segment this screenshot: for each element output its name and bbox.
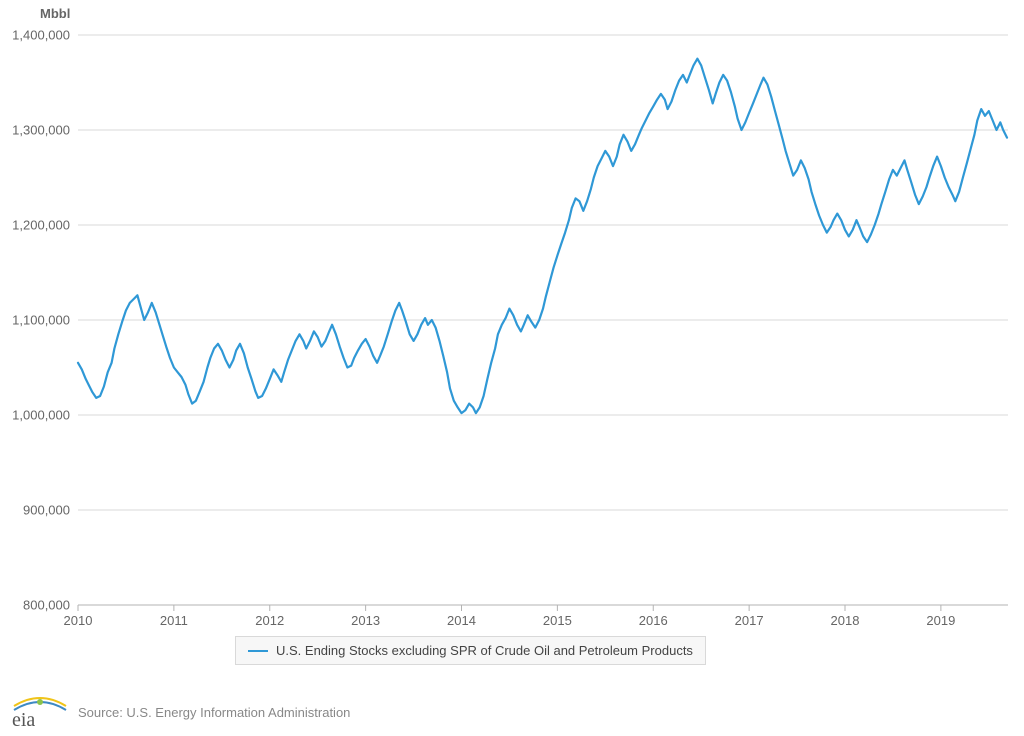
legend-swatch xyxy=(248,650,268,652)
y-tick-label: 900,000 xyxy=(10,503,70,518)
eia-logo: eia xyxy=(12,696,68,728)
x-tick-label: 2014 xyxy=(447,613,476,628)
source-attribution: Source: U.S. Energy Information Administ… xyxy=(78,705,350,720)
x-tick-label: 2012 xyxy=(255,613,284,628)
x-tick-label: 2019 xyxy=(926,613,955,628)
x-tick-label: 2013 xyxy=(351,613,380,628)
line-chart-svg xyxy=(0,0,1024,680)
chart-container: Mbbl 800,000 900,000 1,000,000 1,100,000 1,2… xyxy=(0,0,1024,736)
y-tick-label: 1,300,000 xyxy=(10,123,70,138)
y-tick-label: 1,000,000 xyxy=(10,408,70,423)
x-tick-label: 2011 xyxy=(160,613,188,628)
chart-legend: U.S. Ending Stocks excluding SPR of Crud… xyxy=(235,636,706,665)
y-tick-label: 1,400,000 xyxy=(10,28,70,43)
x-tick-label: 2018 xyxy=(831,613,860,628)
x-tick-label: 2015 xyxy=(543,613,572,628)
y-tick-label: 1,100,000 xyxy=(10,313,70,328)
legend-series-label: U.S. Ending Stocks excluding SPR of Crud… xyxy=(276,643,693,658)
y-tick-label: 800,000 xyxy=(10,598,70,613)
x-tick-label: 2016 xyxy=(639,613,668,628)
y-tick-label: 1,200,000 xyxy=(10,218,70,233)
x-tick-label: 2010 xyxy=(64,613,93,628)
svg-text:eia: eia xyxy=(12,709,35,728)
x-tick-label: 2017 xyxy=(735,613,764,628)
y-axis-unit-label: Mbbl xyxy=(40,6,70,21)
